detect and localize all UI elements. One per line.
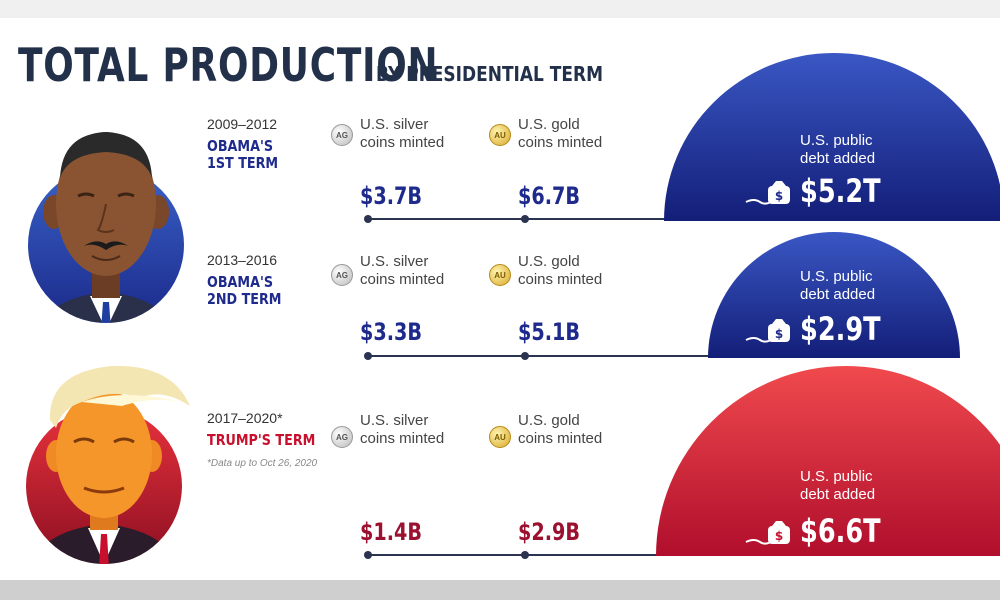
silver-label: U.S. silver coins minted — [360, 412, 445, 447]
term-years: 2009–2012 — [207, 116, 278, 132]
gold-coin-icon: AU — [489, 426, 511, 448]
silver-value: $1.4B — [360, 518, 423, 546]
silver-dot — [364, 551, 372, 559]
baseline — [368, 218, 668, 220]
debt-label: U.S. public debt added — [800, 468, 876, 503]
gold-label: U.S. gold coins minted — [518, 253, 603, 288]
money-bag-icon: $ — [745, 521, 790, 545]
baseline — [368, 554, 658, 556]
gold-value: $6.7B — [518, 182, 581, 210]
term-name: TRUMP'S TERM — [207, 431, 316, 449]
svg-text:$: $ — [775, 327, 783, 341]
money-bag-icon: $ — [745, 319, 790, 343]
silver-coin-icon: AG — [331, 124, 353, 146]
silver-value: $3.7B — [360, 182, 423, 210]
page-title: TOTAL PRODUCTION BY PRESIDENTIAL TERM — [18, 38, 603, 92]
debt-value: $6.6T — [800, 512, 881, 550]
debt-dome — [664, 53, 1000, 221]
term-years: 2013–2016 — [207, 252, 278, 268]
top-band — [0, 0, 1000, 18]
debt-value: $2.9T — [800, 310, 881, 348]
gold-dot — [521, 215, 529, 223]
gold-label: U.S. gold coins minted — [518, 412, 603, 447]
gold-dot — [521, 352, 529, 360]
gold-value: $2.9B — [518, 518, 581, 546]
debt-value: $5.2T — [800, 172, 881, 210]
silver-dot — [364, 352, 372, 360]
baseline — [368, 355, 713, 357]
debt-label: U.S. public debt added — [800, 132, 876, 167]
term-name: OBAMA'S 2ND TERM — [207, 273, 282, 308]
debt-label: U.S. public debt added — [800, 268, 876, 303]
silver-dot — [364, 215, 372, 223]
svg-text:$: $ — [775, 529, 783, 543]
gold-value: $5.1B — [518, 318, 581, 346]
gold-coin-icon: AU — [489, 264, 511, 286]
bottom-band — [0, 580, 1000, 600]
silver-coin-icon: AG — [331, 426, 353, 448]
svg-text:$: $ — [775, 189, 783, 203]
trump-portrait — [26, 365, 190, 564]
obama-portrait — [28, 132, 184, 323]
debt-dome — [656, 366, 1000, 556]
gold-label: U.S. gold coins minted — [518, 116, 603, 151]
data-footnote: *Data up to Oct 26, 2020 — [207, 458, 318, 469]
silver-label: U.S. silver coins minted — [360, 253, 445, 288]
silver-label: U.S. silver coins minted — [360, 116, 445, 151]
silver-coin-icon: AG — [331, 264, 353, 286]
term-name: OBAMA'S 1ST TERM — [207, 137, 279, 172]
silver-value: $3.3B — [360, 318, 423, 346]
title-main: TOTAL PRODUCTION — [18, 38, 439, 92]
money-bag-icon: $ — [745, 181, 790, 205]
title-sub: BY PRESIDENTIAL TERM — [376, 62, 603, 86]
gold-coin-icon: AU — [489, 124, 511, 146]
gold-dot — [521, 551, 529, 559]
term-years: 2017–2020* — [207, 410, 283, 426]
